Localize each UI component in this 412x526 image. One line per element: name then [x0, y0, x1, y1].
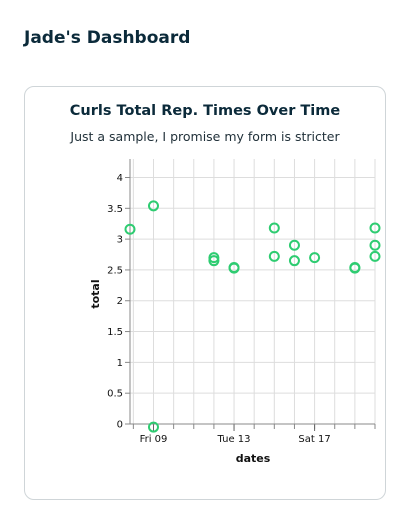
scatter-point [169, 142, 178, 151]
scatter-point [268, 250, 280, 262]
data-points [124, 142, 381, 433]
chart-subtitle: Just a sample, I promise my form is stri… [70, 129, 340, 144]
chart-title: Curls Total Rep. Times Over Time [69, 103, 341, 119]
y-tick-label: 1.5 [107, 327, 123, 338]
y-tick-label: 3 [117, 235, 123, 246]
scatter-point [369, 239, 381, 251]
scatter-point [288, 239, 300, 251]
scatter-point [369, 250, 381, 262]
scatter-point [349, 262, 361, 274]
chart-card: Curls Total Rep. Times Over Time Just a … [24, 86, 386, 500]
scatter-point [147, 200, 159, 212]
page-title: Jade's Dashboard [24, 28, 191, 48]
x-tick-label: Sat 17 [298, 434, 330, 445]
x-axis-title: dates [236, 452, 271, 465]
axes: 0 0.5 1 1.5 2 2.5 3 3.5 4 Fri 09 Tue 13 Sat 17 [107, 159, 376, 445]
y-tick-label: 1 [117, 358, 123, 369]
scatter-point [147, 421, 159, 433]
scatter-point [369, 222, 381, 234]
y-tick-label: 2.5 [107, 265, 123, 276]
scatter-chart[interactable]: 0 0.5 1 1.5 2 2.5 3 3.5 4 Fri 09 Tue 13 Sat 17 tota… [25, 87, 387, 501]
y-tick-label: 0.5 [107, 389, 123, 400]
scatter-point [268, 222, 280, 234]
y-tick-label: 0 [117, 420, 123, 431]
y-tick-label: 3.5 [107, 204, 123, 215]
grid [130, 159, 376, 425]
scatter-point [309, 252, 321, 264]
scatter-point [124, 223, 136, 235]
x-tick-label: Fri 09 [140, 434, 168, 445]
scatter-point [208, 255, 220, 267]
y-axis-title: total [89, 279, 102, 308]
scatter-point [228, 262, 240, 274]
y-tick-label: 4 [117, 173, 123, 184]
x-tick-label: Tue 13 [217, 434, 251, 445]
y-tick-label: 2 [117, 296, 123, 307]
scatter-point [288, 255, 300, 267]
